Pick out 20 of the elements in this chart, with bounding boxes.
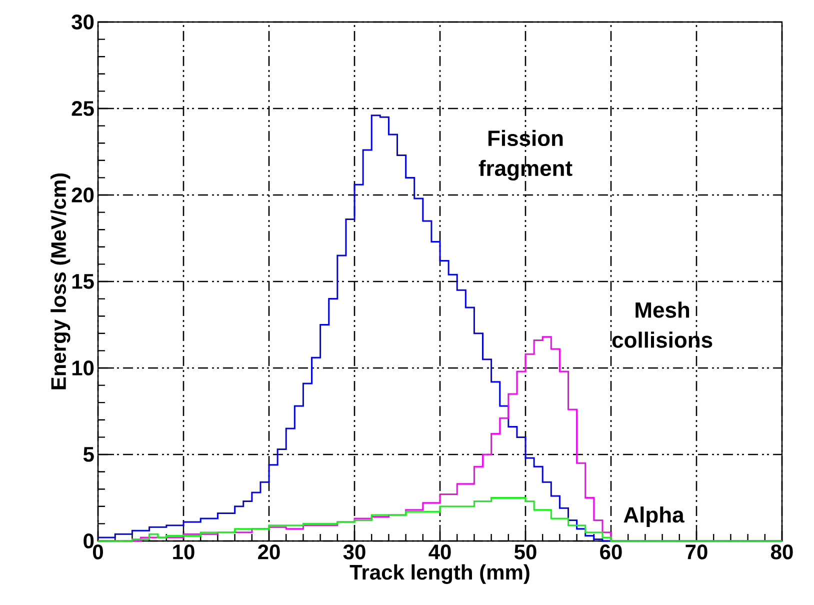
y-tick-label: 5 [83,447,94,462]
y-tick-label: 20 [72,188,94,202]
text: Fission fragment [478,130,572,180]
x-tick-label: 60 [600,544,622,560]
x-tick-label: 70 [686,544,708,560]
y-axis-title: Energy loss (MeV/cm) [50,173,70,390]
x-tick-label: 10 [173,544,194,560]
y-tick-label: 30 [72,14,94,30]
y-tick-label: 0 [84,534,94,548]
y-tick-label: 15 [72,274,94,289]
y-tick-label: 10 [72,360,94,376]
x-axis-title: Track length (mm) [350,564,530,584]
x-tick-label: 80 [770,544,793,560]
text: Mesh collisions [612,302,712,348]
series-label: Alpha [624,506,684,528]
x-tick-label: 50 [514,544,536,560]
x-tick-label: 30 [343,544,366,560]
x-tick-label: 20 [258,544,280,560]
y-tick-label: 25 [72,101,94,116]
x-tick-label: 40 [428,544,451,560]
